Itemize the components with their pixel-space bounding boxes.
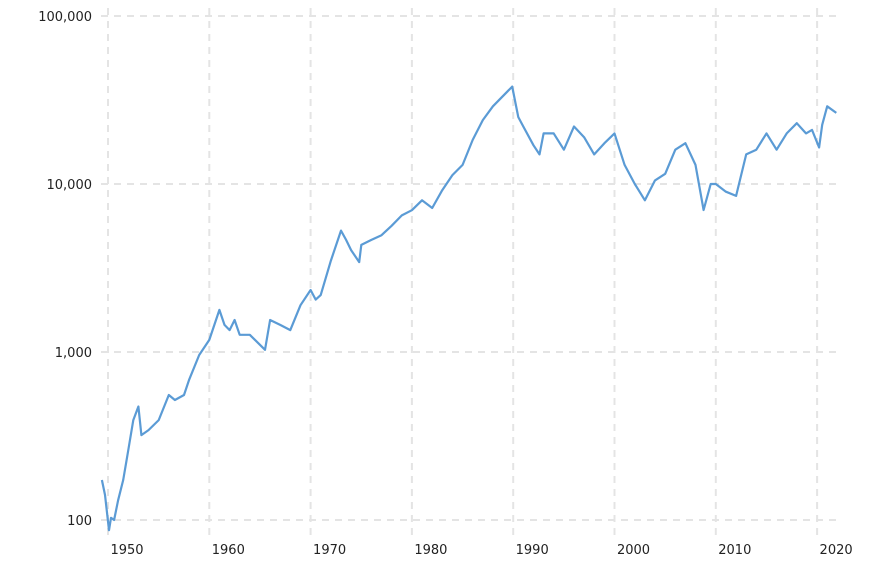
- x-tick-label: 1990: [516, 543, 549, 558]
- x-axis: 1950 1960 1970 1980 1990 2000 2010 2020: [110, 543, 852, 558]
- series-line: [102, 87, 836, 531]
- x-tick-label: 2010: [718, 543, 751, 558]
- x-tick-label: 2020: [820, 543, 853, 558]
- y-tick-label: 100,000: [38, 10, 92, 25]
- grid: [101, 8, 840, 536]
- y-tick-label: 100: [67, 514, 92, 529]
- x-tick-label: 1980: [414, 543, 447, 558]
- x-tick-label: 1970: [313, 543, 346, 558]
- y-axis: 100 1,000 10,000 100,000: [38, 10, 92, 529]
- x-tick-label: 1960: [212, 543, 245, 558]
- series: [102, 87, 836, 531]
- x-tick-label: 2000: [617, 543, 650, 558]
- y-tick-label: 10,000: [47, 178, 93, 193]
- y-tick-label: 1,000: [55, 346, 92, 361]
- x-tick-label: 1950: [110, 543, 143, 558]
